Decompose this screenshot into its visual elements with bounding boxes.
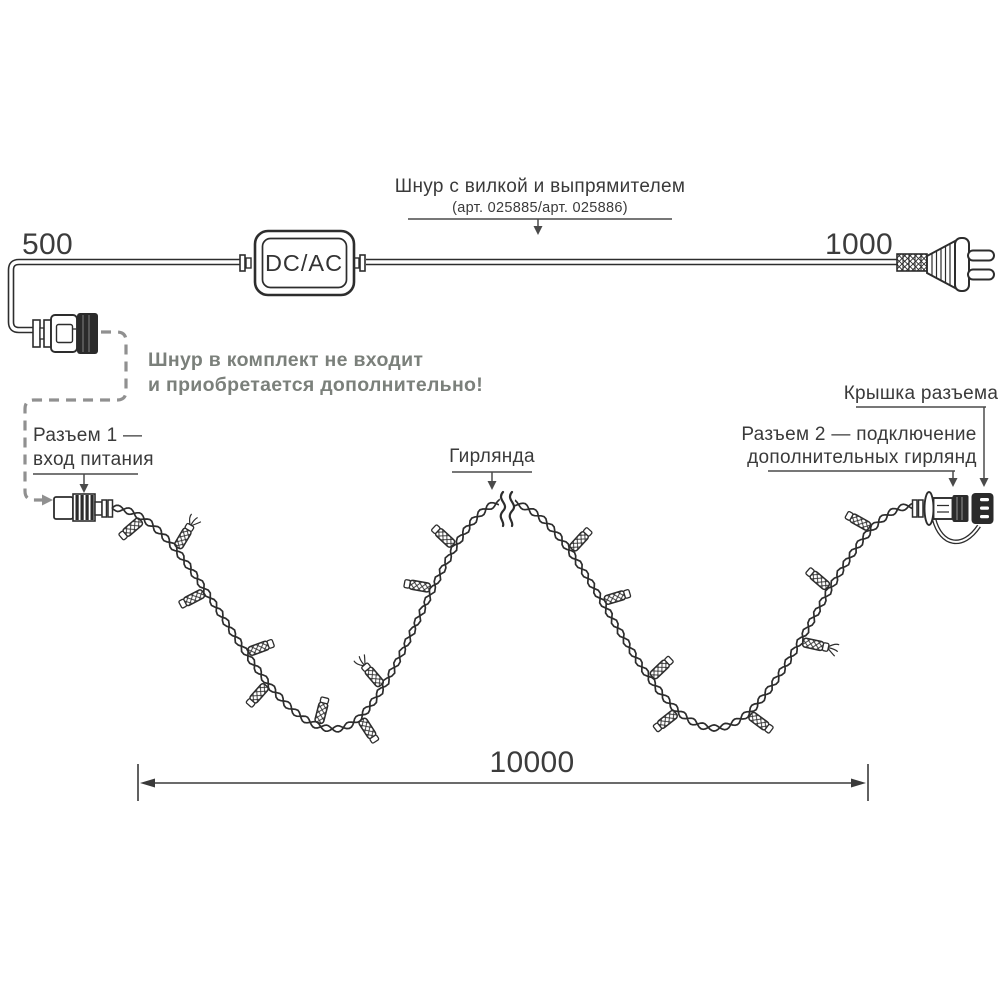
- garland-lamp-with-leads: [174, 513, 202, 550]
- cap-label-group: Крышка разъема: [844, 383, 999, 487]
- garland-string: [111, 489, 913, 744]
- total-dimension-group: 10000: [137, 746, 869, 801]
- connector2-black-end-ridges: [956, 497, 963, 520]
- lamp-frayed-wires: [188, 513, 202, 527]
- note-line1: Шнур в комплект не входит: [148, 349, 423, 371]
- connector1-label-line2: вход питания: [33, 449, 154, 470]
- dashed-arrow-icon: [42, 494, 53, 506]
- connector-cap-slot: [980, 506, 989, 510]
- plug-prong-bottom: [967, 268, 995, 281]
- cord-label-articles: (арт. 025885/арт. 025886): [452, 200, 628, 216]
- connector2-label-group: Разъем 2 — подключение дополнительных ги…: [741, 424, 977, 487]
- lamp-frayed-wires: [353, 654, 366, 667]
- plug-face: [954, 237, 970, 292]
- connector2-arrow-icon: [948, 478, 958, 487]
- dcac-converter-box: DC/AC: [239, 229, 366, 297]
- garland-lamp-with-leads: [353, 654, 385, 688]
- connector2-flange: [923, 491, 935, 526]
- garland-lamp: [403, 579, 432, 593]
- garland-lamp: [652, 709, 678, 733]
- connector2-body-slots: [937, 504, 949, 513]
- dimension-500-label: 500: [22, 228, 73, 261]
- note-line2: и приобретается дополнительно!: [148, 374, 483, 396]
- connector-cap-slot: [980, 498, 989, 502]
- connector1-label-line1: Разъем 1 —: [33, 425, 142, 446]
- garland-lamp: [178, 589, 206, 609]
- cord-connector-cap: [77, 313, 98, 354]
- cord-connector-rib2: [43, 319, 52, 348]
- plug-strain-relief: [896, 253, 928, 272]
- connector1-rib: [85, 495, 89, 520]
- cap-arrow-icon: [979, 478, 989, 487]
- connector1-rib: [90, 495, 94, 520]
- connector2-label-line1: Разъем 2 — подключение: [741, 424, 976, 445]
- dimension-1000-label: 1000: [825, 228, 893, 261]
- garland-arrow-icon: [487, 481, 497, 490]
- connector2-label-line2: дополнительных гирлянд: [747, 447, 977, 468]
- connector2-coupler-rib1: [911, 499, 918, 518]
- dcac-right-nub: [359, 254, 366, 272]
- connector1-body: [53, 496, 74, 520]
- dimension-arrow-right-icon: [851, 778, 866, 788]
- garland-lamp: [358, 717, 380, 744]
- connector1-coupler-rib1: [101, 499, 108, 518]
- dcac-label: DC/AC: [265, 250, 343, 276]
- dashed-line: [23, 330, 128, 502]
- cord-label-group: Шнур с вилкой и выпрямителем (арт. 02588…: [395, 176, 685, 235]
- dcac-left-nub-inner: [245, 257, 252, 269]
- cord-end-connector: [32, 313, 98, 354]
- cap-label: Крышка разъема: [844, 383, 999, 404]
- garland-lamp: [118, 517, 144, 541]
- garland-label: Гирлянда: [449, 446, 535, 467]
- connector1-arrow-icon: [79, 484, 89, 493]
- garland-lamp: [247, 638, 275, 656]
- garland-wire-strand: [111, 498, 913, 733]
- power-cable-left: [7, 258, 241, 334]
- cap-tether-cable: [931, 518, 981, 545]
- connector2-plug: [911, 491, 994, 545]
- garland-lamp: [314, 696, 330, 725]
- connector1-neck: [94, 501, 103, 516]
- garland-lamp: [569, 527, 593, 552]
- plug-strain-relief-ribs: [902, 254, 922, 271]
- garland-lamp: [805, 567, 831, 591]
- lamp-frayed-wires: [827, 643, 840, 657]
- garland-break-squiggle: [508, 490, 516, 528]
- garland-wire-strand: [111, 498, 913, 733]
- cord-label-arrow-icon: [533, 226, 543, 235]
- garland-lamp: [245, 683, 269, 708]
- garland-lamp: [603, 589, 632, 605]
- connector2-coupler-rib2: [917, 499, 924, 518]
- plug-body-ribs: [931, 243, 951, 286]
- connector1-plug: [53, 493, 114, 522]
- dashed-note-path: [23, 330, 128, 506]
- cord-connector-key: [55, 323, 74, 344]
- garland-lamp: [431, 524, 456, 548]
- connector2-body: [932, 497, 954, 520]
- power-plug: [896, 237, 995, 292]
- dimension-10000-label: 10000: [490, 746, 575, 779]
- connector1-label-group: Разъем 1 — вход питания: [33, 425, 154, 493]
- connector2-black-end: [952, 495, 969, 522]
- garland-label-group: Гирлянда: [449, 446, 535, 490]
- connector1-rib: [75, 495, 79, 520]
- dcac-inner-shell: [261, 237, 348, 289]
- garland-lamp: [748, 711, 774, 734]
- dimension-arrow-left-icon: [140, 778, 155, 788]
- cord-connector-cap-ridges: [82, 315, 90, 352]
- connector1-rib: [80, 495, 84, 520]
- plug-prong-top: [967, 249, 995, 262]
- cap-tether-cable-core: [933, 518, 980, 543]
- garland-lamp: [649, 655, 674, 680]
- connector-cap-slot: [980, 515, 989, 519]
- garland-lamp: [844, 510, 872, 531]
- cord-connector-rib1: [32, 319, 41, 348]
- cord-label-title: Шнур с вилкой и выпрямителем: [395, 176, 685, 197]
- dcac-left-nub: [239, 254, 246, 272]
- garland-lamp-with-leads: [801, 637, 840, 657]
- garland-break-squiggle: [499, 490, 507, 528]
